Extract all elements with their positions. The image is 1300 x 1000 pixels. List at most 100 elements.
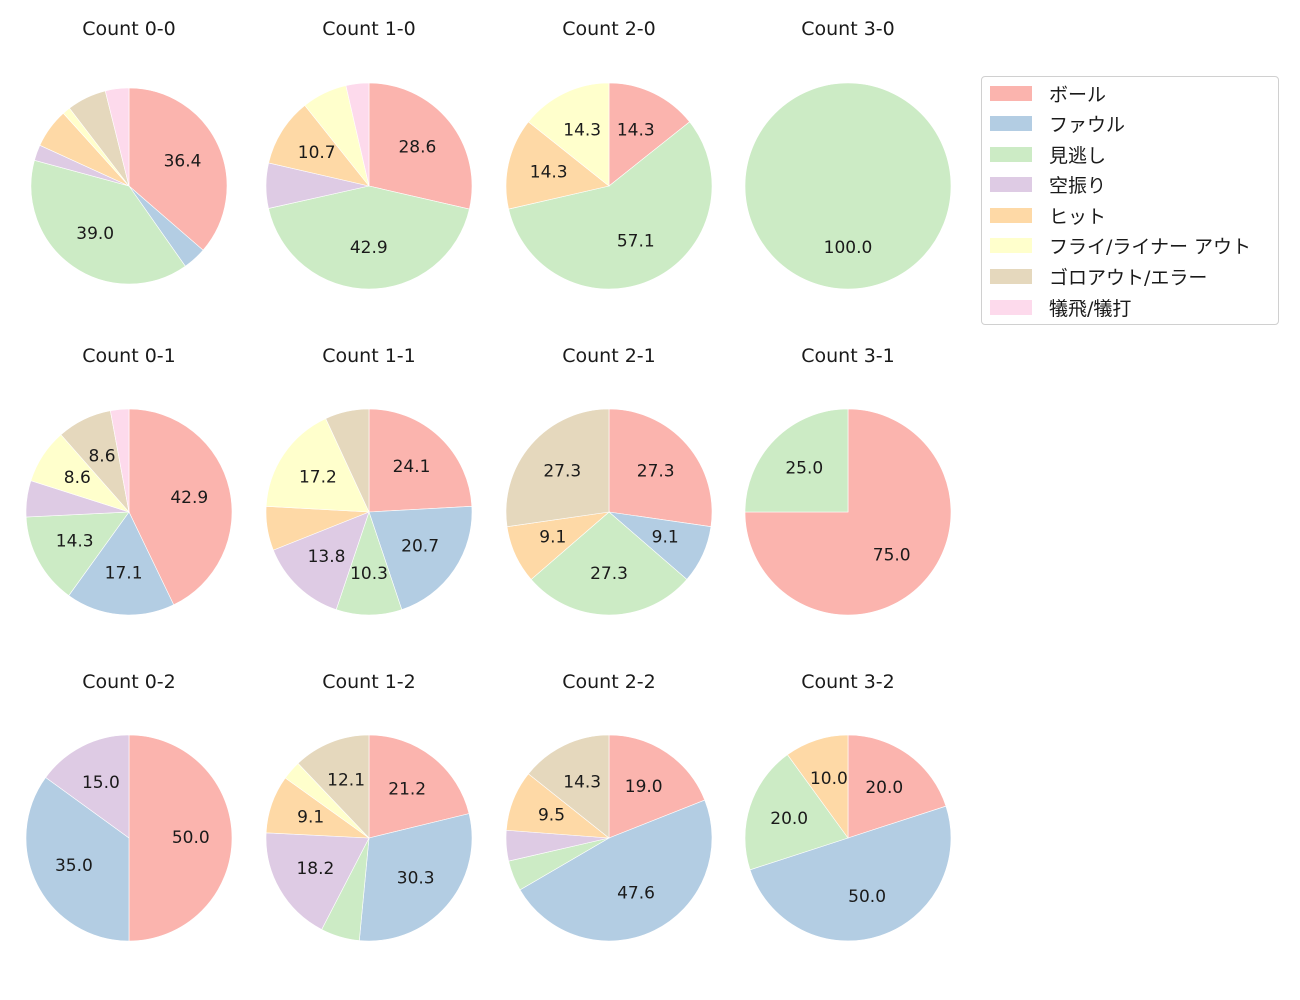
pie-title: Count 0-2	[82, 671, 176, 693]
slice-percent-label: 14.3	[563, 772, 601, 792]
pie-count-3-2: Count 3-220.050.020.010.0	[744, 671, 952, 942]
slice-percent-label: 15.0	[82, 773, 120, 793]
slice-percent-label: 27.3	[637, 462, 675, 482]
legend-swatch	[990, 115, 1032, 131]
pie-slice	[608, 82, 691, 187]
slice-percent-label: 24.1	[393, 457, 431, 477]
pie-count-0-2: Count 0-2 50.0 35.0 15.0	[25, 671, 233, 942]
slice-percent-label: 8.6	[88, 446, 115, 466]
pie-slice	[527, 82, 610, 187]
slice-percent-label: 9.1	[539, 528, 566, 548]
slice-percent-label: 14.3	[56, 532, 94, 552]
slice-percent-label: 9.1	[652, 528, 679, 548]
pie-title: Count 3-0	[801, 18, 895, 40]
pie-slice	[519, 799, 713, 942]
pie-slice	[744, 754, 849, 871]
slice-percent-label: 57.1	[617, 232, 655, 252]
pie-slice	[530, 511, 688, 616]
pie-title: Count 1-0	[322, 18, 416, 40]
slice-percent-label: 28.6	[398, 138, 436, 158]
pie-count-2-1: Count 2-1 27.3 9.1 27.3 9.1 27.3	[505, 345, 713, 616]
pie-slice	[297, 734, 370, 839]
slice-percent-label: 27.3	[543, 462, 581, 482]
slice-percent-label: 50.0	[172, 828, 210, 848]
pie-title: Count 1-1	[322, 345, 416, 367]
pie-slice	[505, 121, 610, 210]
pie-slice	[527, 734, 610, 839]
pie-count-0-1: Count 0-1 42.9 17.1 14.3 8.68.6	[25, 345, 233, 616]
slice-percent-label: 10.7	[298, 143, 336, 163]
pie-slice	[30, 159, 186, 285]
pie-slice	[128, 734, 233, 942]
pie-title: Count 1-2	[322, 671, 416, 693]
slice-percent-label: 39.0	[76, 224, 114, 244]
pie-slice	[128, 87, 228, 251]
legend-swatch	[990, 146, 1032, 162]
legend-swatch	[990, 299, 1032, 315]
pie-slice	[25, 511, 130, 596]
legend-swatch	[990, 176, 1032, 192]
slice-percent-label: 27.3	[590, 564, 628, 584]
pie-count-3-0: Count 3-0 100.0	[744, 18, 952, 290]
pie-slice	[368, 408, 473, 513]
legend-swatch	[990, 85, 1032, 101]
slice-percent-label: 10.3	[350, 564, 388, 584]
slice-percent-label: 14.3	[617, 120, 655, 140]
pie-count-2-0: Count 2-0 14.3 57.1 14.3 14.3	[505, 18, 713, 290]
pie-slice	[749, 805, 952, 942]
pie-count-0-0: Count 0-0 36.4 39.0	[30, 18, 228, 285]
pie-slice	[128, 408, 233, 606]
legend-label: ヒット	[1049, 205, 1107, 228]
pie-slice	[787, 734, 849, 839]
pie-slice	[368, 506, 473, 611]
slice-percent-label: 13.8	[308, 547, 346, 567]
pie-slice	[744, 408, 952, 616]
pie-slice	[847, 734, 947, 839]
slice-percent-label: 8.6	[64, 468, 91, 488]
legend-label: ゴロアウト/エラー	[1049, 266, 1208, 289]
pie-title: Count 3-2	[801, 671, 895, 693]
slice-percent-label: 50.0	[848, 887, 886, 907]
pie-slice	[358, 813, 473, 942]
legend-item-hit: ヒット	[990, 205, 1106, 228]
pie-slice	[325, 408, 370, 513]
pie-slice	[505, 408, 610, 527]
pie-slice	[744, 408, 849, 513]
slice-percent-label: 12.1	[327, 771, 365, 791]
legend-item-swinging-strike: 空振り	[990, 174, 1106, 197]
pie-slice	[345, 82, 370, 187]
slice-percent-label: 75.0	[873, 546, 911, 566]
pie-title: Count 0-0	[82, 18, 176, 40]
pie-count-1-2: Count 1-2 21.2 30.3 18.2 9.112.1	[265, 671, 473, 942]
slice-percent-label: 17.2	[299, 467, 337, 487]
pie-count-2-2: Count 2-2 19.0 47.6 9.5 14.3	[505, 671, 713, 942]
slice-percent-label: 100.0	[824, 238, 873, 258]
pie-title: Count 0-1	[82, 345, 176, 367]
slice-percent-label: 17.1	[105, 564, 143, 584]
legend-item-ground-out-error: ゴロアウト/エラー	[990, 266, 1207, 289]
slice-percent-label: 19.0	[625, 777, 663, 797]
legend-item-called-strike: 見逃し	[990, 144, 1106, 167]
pie-slice	[608, 734, 706, 839]
slice-percent-label: 42.9	[170, 488, 208, 508]
pie-count-1-1: Count 1-1 24.1 20.7 10.313.8 17.2	[265, 345, 473, 616]
legend-label: 犠飛/犠打	[1049, 297, 1132, 320]
pie-slice	[45, 734, 130, 839]
slice-percent-label: 20.0	[770, 809, 808, 829]
pie-title: Count 3-1	[801, 345, 895, 367]
pie-slice	[268, 185, 470, 290]
pie-count-1-0: Count 1-0 28.6 42.9 10.7	[265, 18, 473, 290]
pie-slice	[265, 418, 370, 513]
chart-legend: ボール ファウル 見逃し 空振り ヒット フライ/ライナー アウト ゴロアウト/…	[981, 76, 1279, 325]
legend-item-foul: ファウル	[990, 113, 1125, 136]
legend-item-sacrifice: 犠飛/犠打	[990, 297, 1131, 320]
pie-slice	[268, 104, 370, 187]
legend-swatch	[990, 207, 1032, 223]
slice-percent-label: 9.1	[297, 808, 324, 828]
legend-item-ball: ボール	[990, 83, 1106, 106]
slice-percent-label: 42.9	[350, 238, 388, 258]
pie-slice	[25, 777, 130, 942]
pie-slice	[110, 408, 130, 513]
pie-slice	[368, 82, 473, 210]
